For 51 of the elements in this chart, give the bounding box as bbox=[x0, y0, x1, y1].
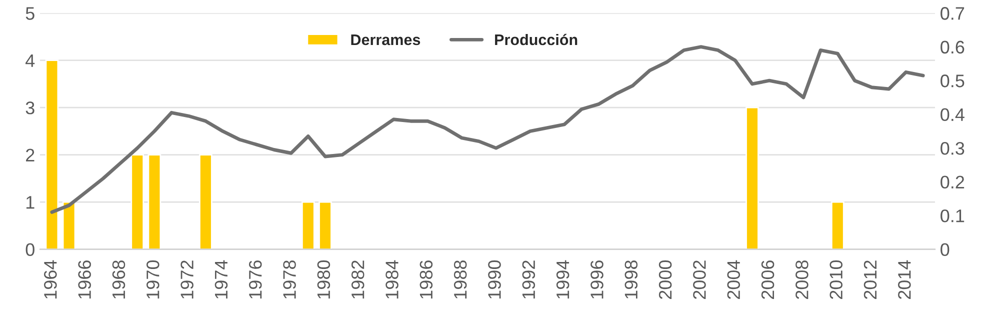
legend-label: Derrames bbox=[351, 34, 420, 46]
bar bbox=[45, 60, 59, 250]
legend-label: Producción bbox=[495, 34, 578, 46]
x-tick-label: 1984 bbox=[386, 260, 398, 298]
x-tick-label: 2004 bbox=[727, 260, 740, 299]
x-tick-label: 1974 bbox=[214, 260, 228, 298]
y2-tick-label: 0.6 bbox=[940, 40, 964, 54]
y-tick-label: 5 bbox=[26, 7, 34, 20]
x-tick-label: 1982 bbox=[351, 260, 364, 298]
x-tick-label: 1998 bbox=[624, 260, 638, 298]
y2-tick-label: 0.1 bbox=[940, 209, 964, 222]
bar bbox=[830, 201, 844, 250]
bar bbox=[130, 154, 144, 250]
x-tick-label: 1976 bbox=[248, 260, 262, 298]
x-tick-label: 1980 bbox=[317, 260, 330, 298]
x-tick-label: 2014 bbox=[898, 260, 911, 299]
x-tick-label: 1992 bbox=[522, 260, 536, 298]
x-tick-label: 1968 bbox=[112, 260, 126, 298]
y2-tick-label: 0.7 bbox=[940, 7, 964, 20]
x-tick-label: 1972 bbox=[180, 260, 194, 298]
x-tick-label: 1996 bbox=[590, 260, 604, 298]
x-tick-label: 1986 bbox=[420, 260, 433, 298]
y-tick-label: 4 bbox=[26, 54, 35, 67]
x-tick-label: 1964 bbox=[44, 260, 57, 298]
bar bbox=[199, 154, 212, 250]
x-tick-label: 2000 bbox=[658, 260, 672, 299]
y-tick-label: 0 bbox=[26, 243, 34, 256]
x-tick-label: 1970 bbox=[146, 260, 160, 298]
x-tick-label: 2006 bbox=[761, 260, 774, 299]
y2-tick-label: 0 bbox=[940, 243, 950, 256]
x-tick-label: 2012 bbox=[864, 260, 877, 299]
y2-tick-label: 0.2 bbox=[940, 176, 964, 189]
x-tick-label: 1990 bbox=[488, 260, 501, 298]
x-tick-label: 2002 bbox=[693, 260, 706, 299]
y2-tick-label: 0.5 bbox=[940, 74, 964, 88]
y-tick-label: 1 bbox=[26, 196, 34, 209]
bar bbox=[318, 201, 332, 250]
x-tick-label: 1994 bbox=[556, 260, 570, 298]
x-tick-label: 1988 bbox=[454, 260, 467, 298]
x-tick-label: 1978 bbox=[283, 260, 296, 298]
bar bbox=[301, 201, 315, 250]
y2-tick-label: 0.4 bbox=[940, 108, 964, 122]
bar bbox=[148, 154, 162, 250]
bar bbox=[746, 106, 759, 250]
x-tick-label: 2008 bbox=[796, 260, 808, 299]
x-tick-label: 2010 bbox=[830, 260, 842, 299]
y2-tick-label: 0.3 bbox=[940, 142, 964, 155]
y-tick-label: 2 bbox=[26, 148, 34, 162]
x-tick-label: 1966 bbox=[78, 260, 91, 298]
y-tick-label: 3 bbox=[26, 102, 34, 114]
line-series bbox=[50, 45, 925, 214]
